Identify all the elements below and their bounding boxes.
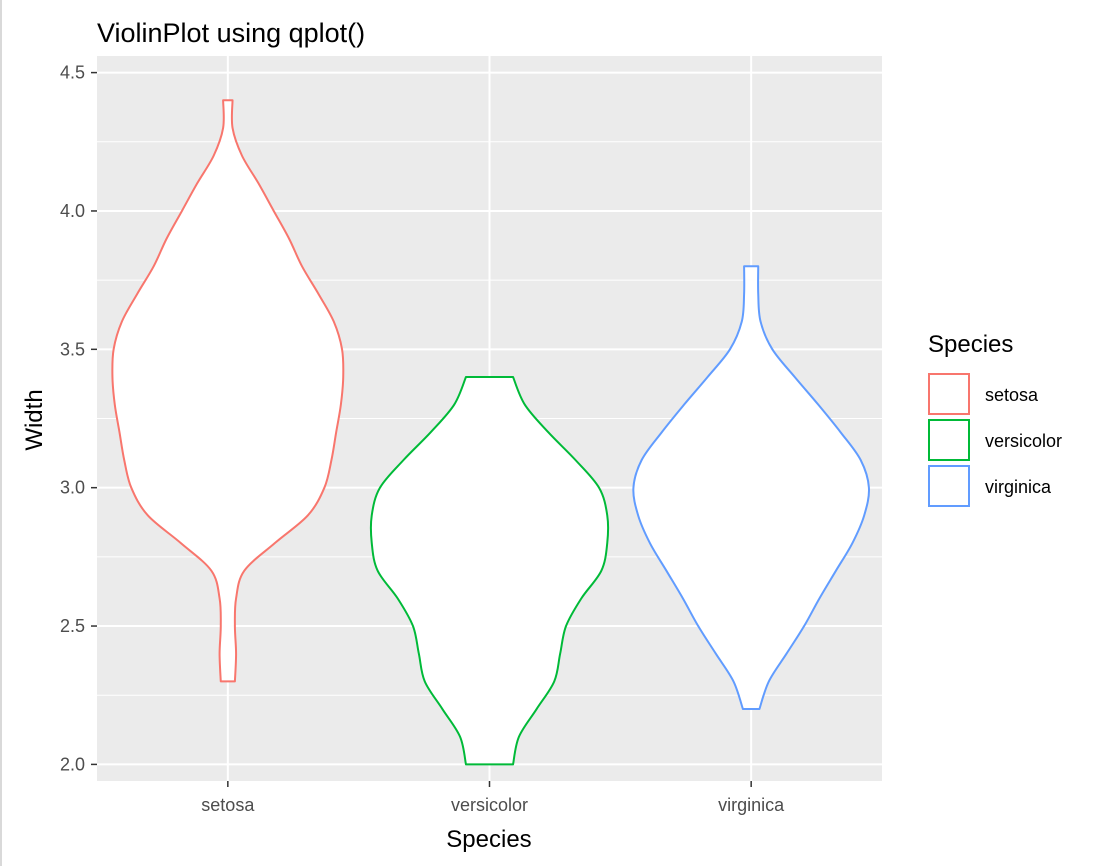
legend-label: setosa bbox=[985, 385, 1039, 405]
violin-versicolor bbox=[369, 375, 610, 766]
violin-virginica bbox=[632, 265, 870, 711]
y-tick-label: 3.0 bbox=[60, 478, 85, 498]
window-border bbox=[0, 0, 2, 866]
legend-label: virginica bbox=[985, 477, 1052, 497]
x-tick-label: versicolor bbox=[451, 795, 528, 815]
legend-label: versicolor bbox=[985, 431, 1062, 451]
legend-key-virginica bbox=[928, 465, 970, 507]
chart-title: ViolinPlot using qplot() bbox=[97, 18, 365, 48]
y-tick-label: 3.5 bbox=[60, 339, 85, 359]
y-axis: 2.0 2.5 3.0 3.5 4.0 4.5 bbox=[60, 63, 97, 774]
violin-setosa bbox=[111, 99, 345, 683]
violins bbox=[111, 99, 870, 766]
x-tick-label: setosa bbox=[201, 795, 255, 815]
y-tick-label: 4.5 bbox=[60, 63, 85, 83]
legend-key-versicolor bbox=[928, 419, 970, 461]
y-tick-label: 2.5 bbox=[60, 616, 85, 636]
y-tick-label: 2.0 bbox=[60, 754, 85, 774]
x-axis: setosa versicolor virginica bbox=[201, 781, 785, 815]
y-axis-title: Width bbox=[21, 389, 48, 450]
legend-title: Species bbox=[928, 331, 1013, 358]
x-axis-title: Species bbox=[446, 826, 531, 853]
x-tick-label: virginica bbox=[718, 795, 785, 815]
y-tick-label: 4.0 bbox=[60, 201, 85, 221]
legend: Species setosa versicolor virginica bbox=[928, 331, 1062, 507]
legend-key-setosa bbox=[928, 373, 970, 415]
